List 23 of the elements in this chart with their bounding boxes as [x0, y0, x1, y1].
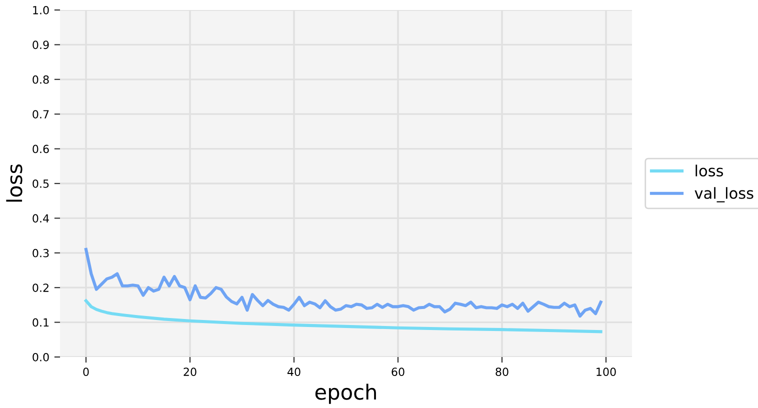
y-tick-label: 0.4: [32, 214, 49, 223]
y-tick-label: 0.1: [32, 318, 49, 327]
x-tick-label: 60: [392, 368, 404, 376]
y-axis-title: loss: [6, 164, 22, 202]
legend-label: loss: [696, 164, 724, 177]
line-series: [84, 248, 602, 318]
x-tick-label: 0: [83, 368, 89, 376]
y-tick-label: 1.0: [33, 6, 49, 14]
y-tick-label: 0.6: [32, 144, 49, 154]
x-tick-label: 40: [287, 368, 300, 376]
y-tick-label: 0.7: [32, 110, 49, 118]
y-tick-label: 0.9: [32, 40, 49, 50]
y-tick-label: 0.3: [32, 248, 49, 258]
line-series: [84, 299, 602, 334]
x-tick-label: 20: [184, 368, 196, 376]
legend-label: val_loss: [694, 187, 754, 202]
x-axis-title: epoch: [315, 384, 376, 404]
x-tick-label: 100: [596, 368, 616, 376]
y-tick-label: 0.8: [32, 75, 49, 84]
x-tick-label: 80: [496, 368, 508, 376]
y-tick-label: 0.5: [32, 179, 49, 188]
y-tick-label: 0.0: [32, 352, 49, 362]
y-tick-label: 0.2: [32, 284, 48, 292]
